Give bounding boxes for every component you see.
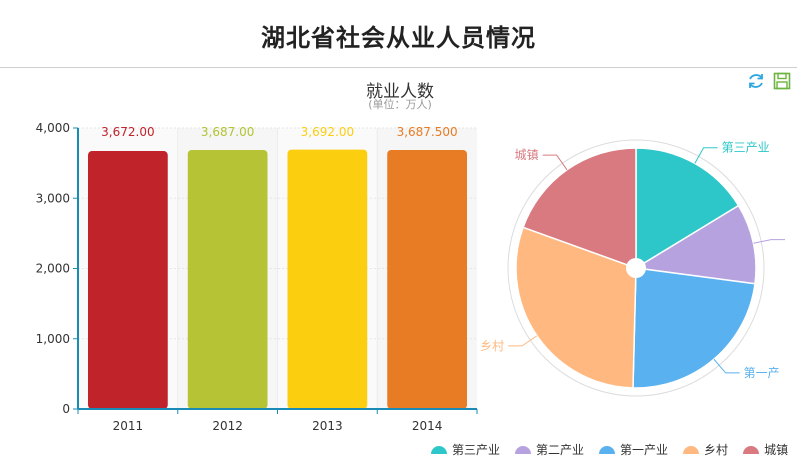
x-tick-label: 2011 [113,419,144,433]
pie-center-hole [626,258,646,278]
legend-swatch-icon [743,445,760,454]
legend-item-城镇[interactable]: 城镇 [742,441,788,458]
pie-slice-label: 乡村 [480,339,504,353]
pie-slice-第一产业[interactable] [632,267,756,389]
bar-data-label: 3,687.00 [201,125,254,139]
chart-toolbar [746,71,792,91]
pie-label-line [713,358,740,374]
legend-swatch-icon [431,445,447,454]
bar-data-label: 3,692.00 [301,125,354,139]
pie-slice-第三产业[interactable] [635,147,740,270]
pie-slice-乡村[interactable] [515,226,637,389]
pie-label-line [542,154,568,171]
y-tick-label: 1,000 [36,332,70,346]
legend-label: 第一产业 [620,443,669,457]
axis-layer: 0 1,000 2,000 3,000 4,000 2011 2012 2013 2014 [36,121,478,433]
page-title: 湖北省社会从业人员情况 [261,24,536,52]
x-tick-label: 2014 [412,419,443,433]
pie-label-line [753,239,786,244]
y-tick-label: 2,000 [36,262,70,276]
legend-label: 城镇 [764,443,789,457]
legend-item-乡村[interactable]: 乡村 [682,441,728,458]
bar-2014[interactable] [387,149,467,409]
pie-slice-label: 第三产业 [722,141,770,155]
legend-swatch-icon [683,445,700,454]
legend-swatch-icon [515,445,532,454]
x-tick-label: 2013 [312,419,343,433]
pie-legend: 第三产业 第二产业 第一产业 乡村 城镇 [430,441,788,458]
bar-data-label: 3,687.500 [397,125,458,139]
legend-swatch-icon [599,445,616,454]
pie-slice-label: 第一产 [744,366,780,380]
bar-2012[interactable] [187,149,268,409]
legend-label: 第二产业 [536,443,585,457]
chart-title: 就业人数 [366,82,434,102]
legend-item-第一产业[interactable]: 第一产业 [598,441,668,458]
legend-label: 第三产业 [452,443,501,457]
save-icon[interactable] [772,71,792,91]
pie-label-line [508,335,538,347]
pie-label-line [694,147,718,164]
bar-data-label: 3,672.00 [101,125,154,139]
chart-subtitle: (单位：万人) [368,98,432,111]
pie-slice-城镇[interactable] [522,147,637,270]
legend-item-第三产业[interactable]: 第三产业 [430,441,500,458]
refresh-icon[interactable] [746,71,766,91]
pie-outer-ring [507,139,765,397]
pie-slice-第二产业[interactable] [633,204,757,285]
y-tick-label: 3,000 [36,191,70,205]
pie-slice-label: 城镇 [515,148,539,162]
y-tick-label: 4,000 [36,121,70,135]
x-tick-label: 2012 [212,419,243,433]
bar-2013[interactable] [287,149,368,409]
y-tick-label: 0 [62,402,70,416]
bar-2011[interactable] [88,151,168,410]
legend-label: 乡村 [704,443,729,457]
header-divider [0,67,797,68]
legend-item-第二产业[interactable]: 第二产业 [514,441,584,458]
bar-layer: 3,672.00 3,687.00 3,692.00 3,687.500 [88,125,467,410]
